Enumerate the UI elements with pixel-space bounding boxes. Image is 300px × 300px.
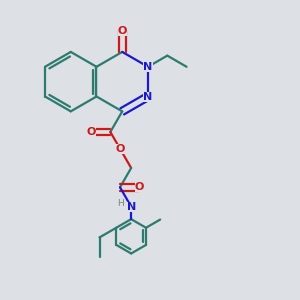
Text: N: N — [143, 62, 153, 72]
Text: N: N — [127, 202, 136, 212]
Text: H: H — [117, 199, 124, 208]
Text: O: O — [86, 127, 96, 137]
Text: O: O — [118, 26, 127, 36]
Text: N: N — [143, 92, 153, 101]
Text: O: O — [115, 144, 125, 154]
Text: O: O — [135, 182, 144, 192]
